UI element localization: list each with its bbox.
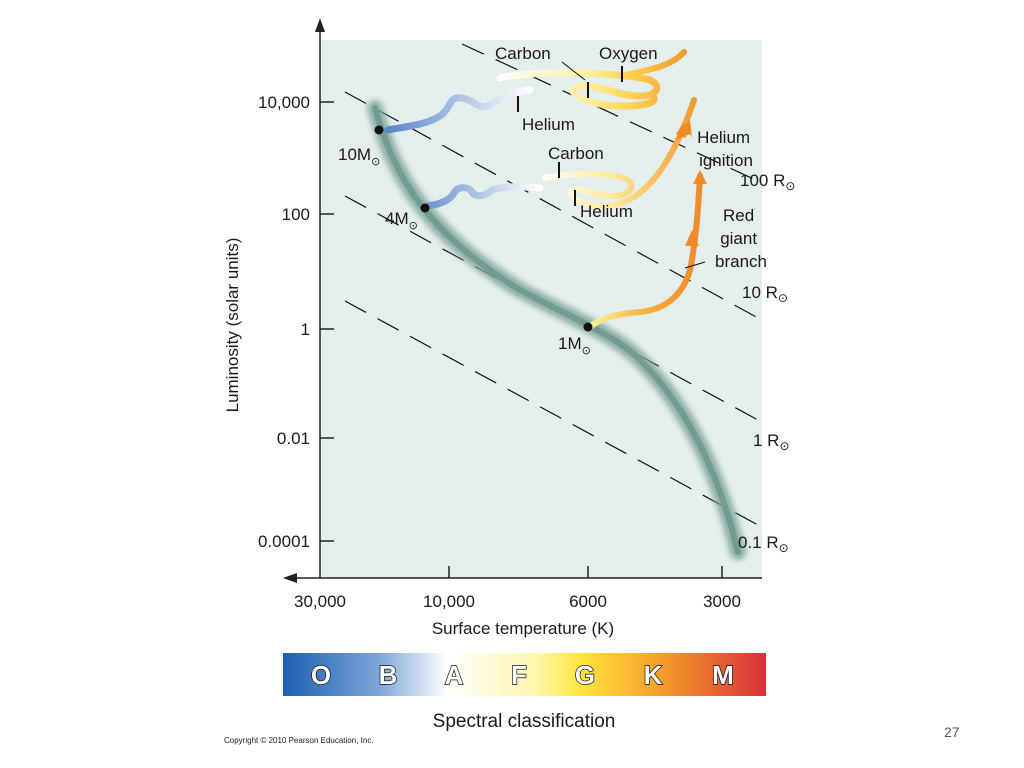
spectral-class-g: G <box>575 660 595 690</box>
x-tick-label: 3000 <box>703 592 741 611</box>
x-axis-arrow <box>283 573 297 583</box>
y-tick-label: 10,000 <box>258 93 310 112</box>
spectral-class-o: O <box>311 660 331 690</box>
label-helium-mid: Helium <box>580 202 633 221</box>
track-10msun <box>384 86 534 134</box>
y-tick-label: 0.01 <box>277 429 310 448</box>
spectral-class-a: A <box>445 660 464 690</box>
spectral-letters: O B A F G K M <box>310 659 734 690</box>
spectral-class-m: M <box>712 660 734 690</box>
x-ticks <box>448 566 723 578</box>
y-ticks <box>320 101 334 542</box>
star-4msun-dot <box>420 203 430 213</box>
radius-label-1: 1 R⊙ <box>753 431 790 453</box>
label-red-giant-branch: Red giant branch <box>715 206 767 271</box>
spectral-class-k: K <box>644 660 663 690</box>
y-tick-label: 0.0001 <box>258 532 310 551</box>
label-carbon-mid: Carbon <box>548 144 604 163</box>
radius-label-0.1: 0.1 R⊙ <box>738 533 789 555</box>
spectral-class-b: B <box>379 660 398 690</box>
track-1msun-arrow-upper <box>693 170 707 184</box>
annotation-ticks <box>517 66 623 206</box>
x-tick-label: 10,000 <box>423 592 475 611</box>
track-1msun <box>587 173 703 330</box>
y-axis-arrow <box>315 18 325 32</box>
track-10msun-upper <box>617 49 687 79</box>
radius-line-100 <box>461 43 761 183</box>
y-axis-title: Luminosity (solar units) <box>223 238 242 413</box>
label-carbon-top: Carbon <box>495 44 551 63</box>
track-1msun-arrow-lower <box>685 230 699 246</box>
star-label-10msun: 10M⊙ <box>338 145 380 168</box>
x-axis-title: Surface temperature (K) <box>432 619 614 638</box>
radius-label-10: 10 R⊙ <box>742 283 788 305</box>
star-label-1msun: 1M⊙ <box>558 334 591 357</box>
radius-label-100: 100 R⊙ <box>740 171 795 193</box>
star-label-4msun: 4M⊙ <box>385 209 418 232</box>
label-oxygen: Oxygen <box>599 44 658 63</box>
x-tick-label: 6000 <box>569 592 607 611</box>
spectral-bar <box>283 653 766 696</box>
track-4msun-late <box>542 97 697 210</box>
track-10msun-late <box>496 69 661 110</box>
radius-line-0.1 <box>344 300 759 526</box>
copyright-notice: Copyright © 2010 Pearson Education, Inc. <box>224 736 374 745</box>
spectral-class-f: F <box>511 660 527 690</box>
star-10msun-dot <box>374 125 384 135</box>
leader-lines <box>561 61 706 269</box>
track-4msun-arrow-head <box>676 120 692 140</box>
track-4msun <box>424 183 544 210</box>
label-helium-ignition: Helium ignition <box>697 128 755 170</box>
page-number: 27 <box>944 724 960 740</box>
x-tick-label: 30,000 <box>294 592 346 611</box>
spectral-title: Spectral classification <box>433 711 616 732</box>
y-tick-label: 1 <box>301 320 310 339</box>
y-tick-label: 100 <box>282 205 310 224</box>
axes <box>294 28 762 579</box>
label-helium-top: Helium <box>522 115 575 134</box>
star-1msun-dot <box>583 322 593 332</box>
